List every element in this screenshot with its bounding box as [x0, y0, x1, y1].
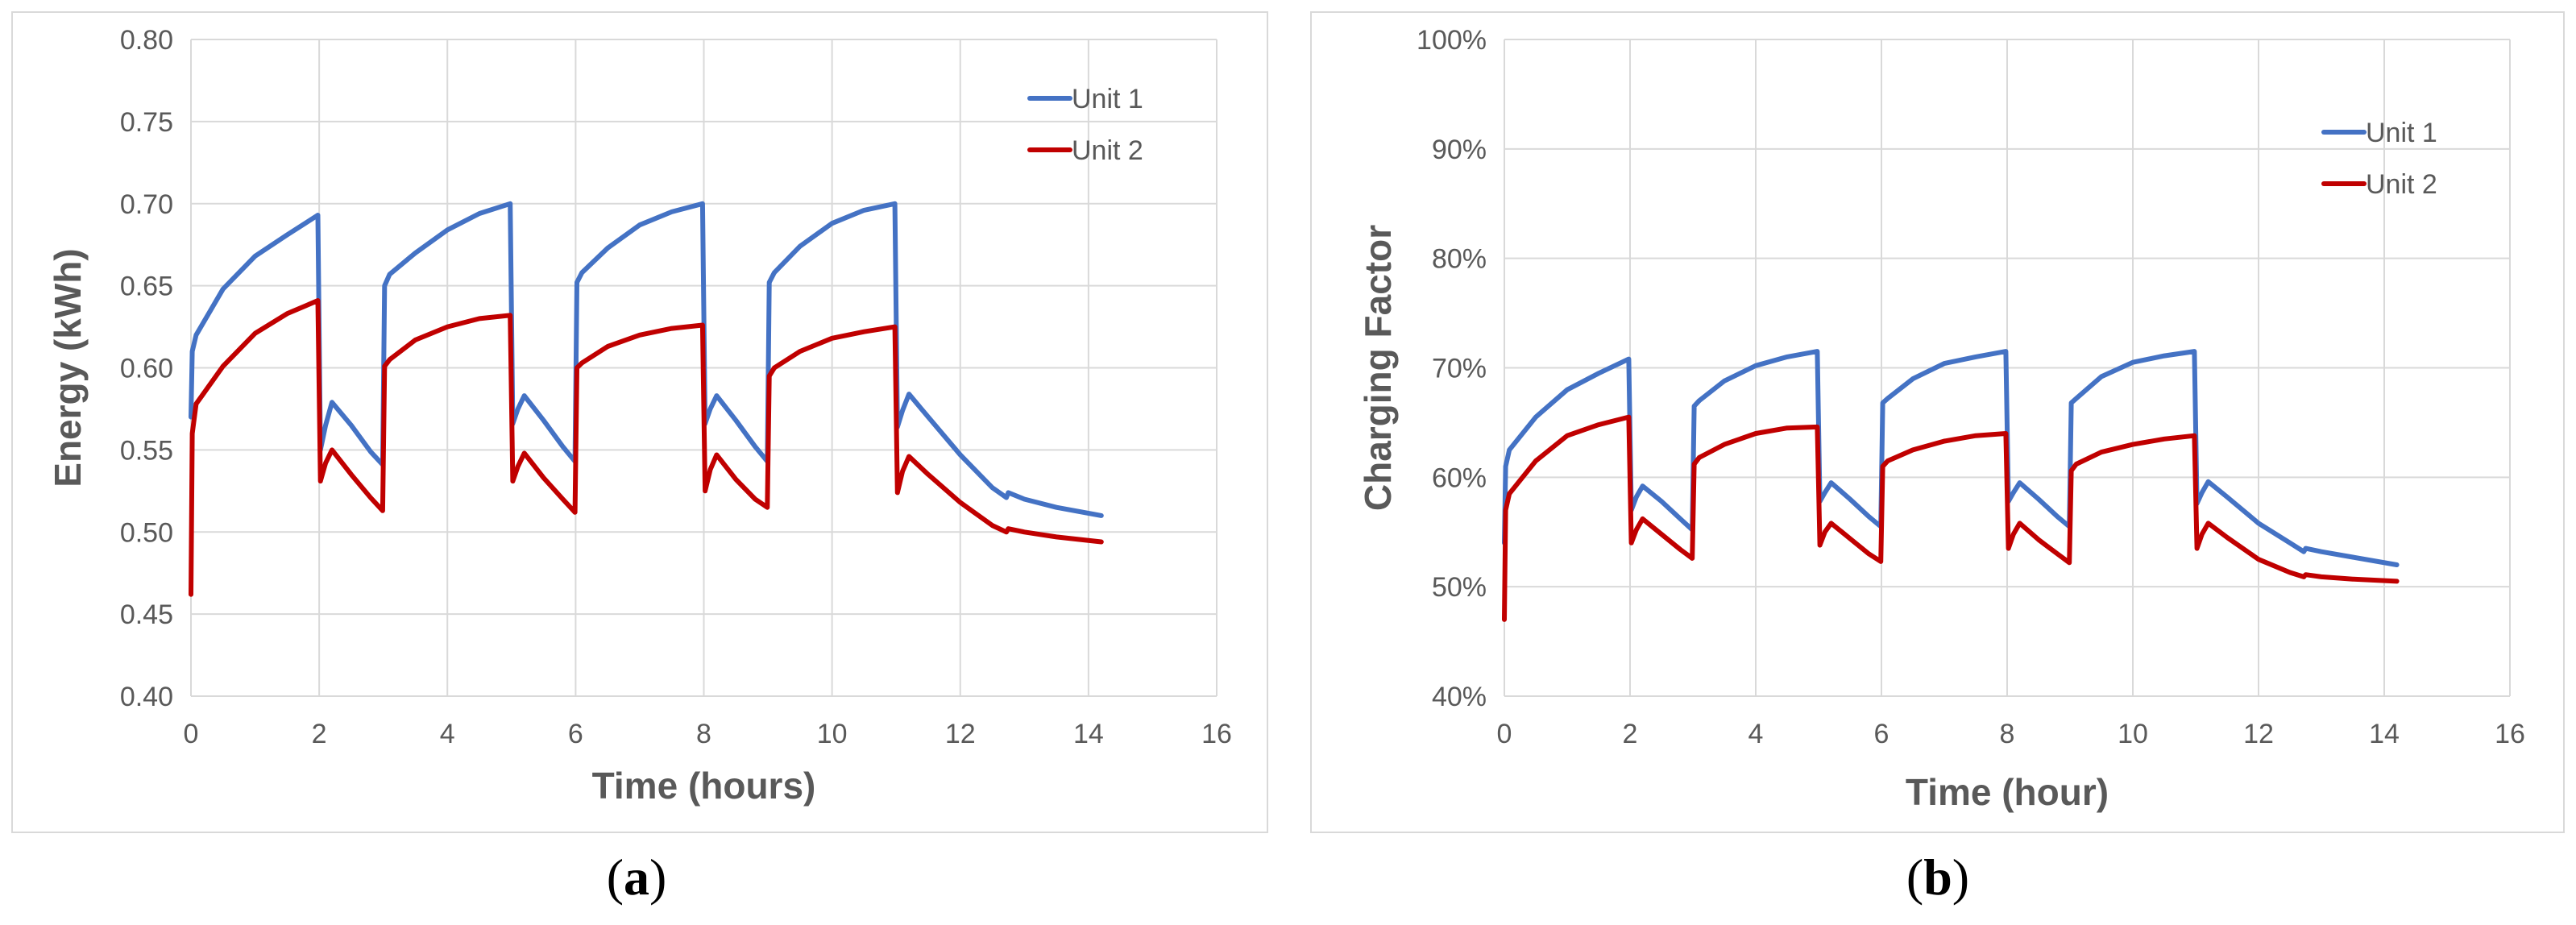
y-tick-label: 50% — [1432, 572, 1487, 603]
x-tick-label: 2 — [312, 719, 327, 749]
y-axis-title: Charging Factor — [1357, 225, 1399, 511]
y-tick-label: 100% — [1417, 25, 1487, 56]
chart-panel-b: 40% 50% 60% 70% 80% 90% 100% 0 2 4 6 8 10 12 14 16 Time … — [1310, 11, 2565, 833]
x-tick-label: 10 — [2118, 719, 2148, 749]
series-line-unit-2 — [189, 298, 1104, 597]
x-tick-label: 4 — [440, 719, 455, 749]
y-tick-label: 0.80 — [120, 25, 173, 56]
x-tick-label: 6 — [1874, 719, 1889, 749]
x-tick-label: 10 — [817, 719, 848, 749]
series-line-unit-1 — [189, 201, 1104, 518]
x-tick-label: 14 — [1073, 719, 1104, 749]
caption-b: (b) — [1906, 848, 1970, 906]
y-tick-label: 0.70 — [120, 189, 173, 220]
y-tick-label: 0.50 — [120, 517, 173, 548]
series-line-unit-2 — [1502, 414, 2400, 622]
y-axis-title: Energy (kWh) — [47, 248, 89, 487]
x-tick-label: 16 — [2495, 719, 2525, 749]
caption-a: (a) — [606, 848, 667, 906]
x-tick-label: 0 — [184, 719, 199, 749]
x-axis-title: Time (hours) — [592, 765, 816, 807]
chart-a-svg: 0.40 0.45 0.50 0.55 0.60 0.65 0.70 0.75 0.80 0 2 4 6… — [47, 25, 1232, 807]
x-tick-label: 8 — [2000, 719, 2015, 749]
x-tick-label: 12 — [2243, 719, 2274, 749]
y-tick-label: 70% — [1432, 354, 1487, 384]
legend-label: Unit 2 — [2366, 169, 2437, 200]
chart-b-svg: 40% 50% 60% 70% 80% 90% 100% 0 2 4 6 8 10 12 14 16 Time … — [1357, 25, 2525, 813]
y-tick-label: 90% — [1432, 135, 1487, 165]
legend-label: Unit 1 — [1072, 84, 1143, 114]
x-tick-label: 16 — [1201, 719, 1232, 749]
series-line-unit-1 — [1502, 349, 2400, 567]
legend-label: Unit 2 — [1072, 135, 1143, 166]
x-tick-label: 2 — [1623, 719, 1638, 749]
y-tick-label: 40% — [1432, 682, 1487, 712]
x-tick-label: 8 — [696, 719, 711, 749]
x-tick-label: 12 — [945, 719, 976, 749]
x-tick-label: 6 — [568, 719, 583, 749]
y-tick-label: 0.75 — [120, 107, 173, 138]
x-axis-title: Time (hour) — [1906, 771, 2109, 813]
y-tick-label: 0.60 — [120, 354, 173, 384]
y-tick-label: 0.45 — [120, 599, 173, 630]
y-tick-label: 0.55 — [120, 435, 173, 466]
x-tick-label: 14 — [2369, 719, 2400, 749]
legend-label: Unit 1 — [2366, 118, 2437, 148]
chart-panel-a: 0.40 0.45 0.50 0.55 0.60 0.65 0.70 0.75 0.80 0 2 4 6… — [11, 11, 1268, 833]
y-tick-label: 60% — [1432, 462, 1487, 493]
y-tick-label: 0.40 — [120, 682, 173, 712]
x-tick-label: 0 — [1497, 719, 1512, 749]
y-tick-label: 0.65 — [120, 272, 173, 302]
x-tick-label: 4 — [1748, 719, 1764, 749]
y-tick-label: 80% — [1432, 244, 1487, 275]
